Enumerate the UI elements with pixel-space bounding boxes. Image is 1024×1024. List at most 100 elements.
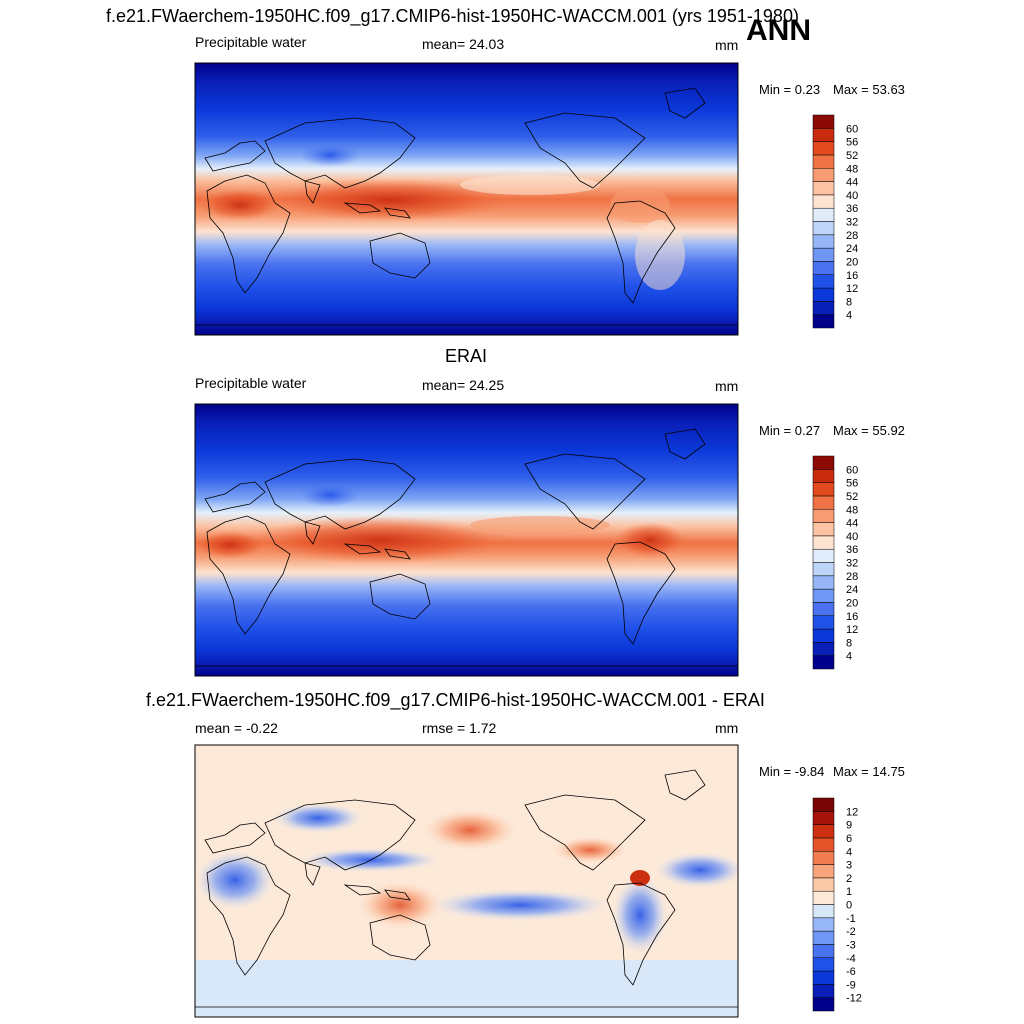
colorbar2-swatch: [812, 522, 835, 537]
colorbar3-swatch: [812, 824, 835, 839]
colorbar2-swatch: [812, 535, 835, 550]
colorbar2-tick-label: 56: [846, 478, 858, 490]
colorbar3-swatch: [812, 957, 835, 972]
colorbar1-tick-label: 48: [846, 163, 858, 175]
colorbar2-tick-label: 16: [846, 611, 858, 623]
colorbar1-swatch: [812, 168, 835, 182]
colorbar3-tick-label: 3: [846, 860, 852, 872]
colorbar1-tick-label: 32: [846, 217, 858, 229]
panel1-min-label: Min = 0.23: [759, 82, 821, 97]
colorbar2-swatch: [812, 469, 835, 483]
panel1-title: f.e21.FWaerchem-1950HC.f09_g17.CMIP6-his…: [106, 6, 799, 26]
colorbar3-tick-label: 9: [846, 820, 852, 832]
colorbar1-swatch: [812, 261, 835, 276]
colorbar2-tick-label: 52: [846, 491, 858, 503]
panel3-units: mm: [715, 720, 739, 736]
colorbar3-swatch: [812, 930, 835, 945]
colorbar2-tick-label: 36: [846, 544, 858, 556]
colorbar3-tick-label: 2: [846, 873, 852, 885]
panel3-mean-label: mean = -0.22: [195, 720, 278, 736]
panel2-map: [195, 404, 738, 676]
panel2-units: mm: [715, 378, 739, 394]
colorbar1-tick-label: 28: [846, 230, 858, 242]
colorbar3-swatch: [812, 837, 835, 852]
colorbar2-tick-label: 24: [846, 584, 858, 596]
colorbar1-tick-label: 12: [846, 283, 858, 295]
colorbar3-tick-label: -4: [846, 953, 856, 965]
colorbar2-swatch: [812, 509, 835, 523]
colorbar2-swatch: [812, 655, 835, 670]
panel1-frame: [194, 62, 739, 336]
season-label: ANN: [746, 14, 811, 47]
colorbar2-tick-label: 48: [846, 504, 858, 516]
panel3-max-label: Max = 14.75: [833, 764, 905, 779]
colorbar3-swatch: [812, 970, 835, 985]
colorbar1-tick-label: 60: [846, 123, 858, 135]
colorbar1-tick-label: 24: [846, 243, 858, 255]
colorbar1-swatch: [812, 154, 835, 169]
panel1-map: [195, 63, 738, 335]
colorbar3-tick-label: -12: [846, 993, 862, 1005]
colorbar1-swatch: [812, 314, 835, 329]
colorbar2-swatch: [812, 642, 835, 656]
panel3-frame: [194, 744, 739, 1018]
panel1-max-label: Max = 53.63: [833, 82, 905, 97]
colorbar2-tick-label: 28: [846, 571, 858, 583]
colorbar1-swatch: [812, 207, 835, 222]
colorbars: 6056524844403632282420161284605652484440…: [812, 114, 862, 1012]
colorbar2-tick-label: 32: [846, 558, 858, 570]
panel1-units: mm: [715, 37, 739, 53]
panel2-min-label: Min = 0.27: [759, 423, 821, 438]
panel1-mean-label: mean= 24.03: [422, 36, 505, 52]
colorbar1-swatch: [812, 194, 835, 209]
colorbar3-swatch: [812, 997, 835, 1012]
colorbar3-swatch: [812, 811, 835, 825]
colorbar1-tick-label: 20: [846, 256, 858, 268]
colorbar3-swatch: [812, 851, 835, 865]
colorbar2-swatch: [812, 548, 835, 563]
panel1-variable-label: Precipitable water: [195, 34, 307, 50]
colorbar1-tick-label: 36: [846, 203, 858, 215]
colorbar1-swatch: [812, 141, 835, 156]
colorbar2-tick-label: 20: [846, 597, 858, 609]
panel2-title: ERAI: [445, 346, 488, 366]
colorbar2-tick-label: 60: [846, 464, 858, 476]
colorbar3-tick-label: -6: [846, 966, 856, 978]
colorbar2-swatch: [812, 562, 835, 577]
colorbar3-swatch: [812, 890, 835, 905]
colorbar3-tick-label: 0: [846, 900, 852, 912]
colorbar3-tick-label: -3: [846, 939, 856, 951]
colorbar1-swatch: [812, 128, 835, 142]
colorbar3-swatch: [812, 904, 835, 919]
colorbar1-tick-label: 4: [846, 310, 852, 322]
colorbar3-tick-label: -2: [846, 926, 856, 938]
colorbar1-tick-label: 8: [846, 296, 852, 308]
colorbar1-swatch: [812, 247, 835, 262]
colorbar1-swatch: [812, 287, 835, 302]
panel2-mean-label: mean= 24.25: [422, 377, 505, 393]
colorbar2-tick-label: 40: [846, 531, 858, 543]
panel3-map: [195, 745, 738, 1017]
panel2-max-label: Max = 55.92: [833, 423, 905, 438]
colorbar2-swatch: [812, 495, 835, 510]
colorbar2-swatch: [812, 588, 835, 603]
colorbar2-swatch: [812, 602, 835, 617]
panel3-rmse-label: rmse = 1.72: [422, 720, 497, 736]
colorbar2-tick-label: 44: [846, 518, 858, 530]
colorbar1-tick-label: 16: [846, 270, 858, 282]
colorbar3-swatch: [812, 797, 835, 812]
colorbar1-swatch: [812, 234, 835, 249]
colorbar1-swatch: [812, 301, 835, 315]
colorbar2-tick-label: 8: [846, 637, 852, 649]
panel2-variable-label: Precipitable water: [195, 375, 307, 391]
colorbar1-tick-label: 40: [846, 190, 858, 202]
colorbar1-swatch: [812, 181, 835, 196]
colorbar3-swatch: [812, 877, 835, 892]
panel3-min-label: Min = -9.84: [759, 764, 825, 779]
colorbar1-swatch: [812, 221, 835, 236]
colorbar1-tick-label: 56: [846, 137, 858, 149]
colorbar2-swatch: [812, 455, 835, 470]
colorbar3-swatch: [812, 917, 835, 932]
colorbar3-swatch: [812, 864, 835, 879]
